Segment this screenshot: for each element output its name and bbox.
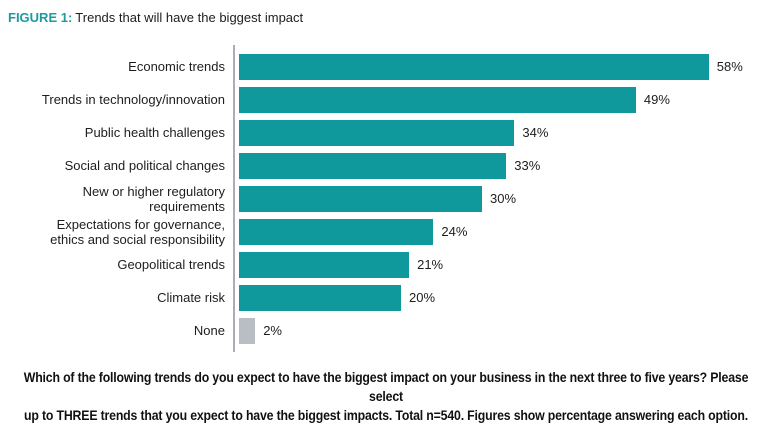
chart-row: Geopolitical trends 21%: [0, 248, 771, 281]
chart-row: New or higher regulatory requirements 30…: [0, 182, 771, 215]
bar: [239, 317, 256, 344]
chart-row: Economic trends 58%: [0, 50, 771, 83]
bar: [239, 152, 507, 179]
bar: [239, 284, 401, 311]
value-label: 34%: [522, 125, 549, 140]
bar-area: 33%: [233, 152, 771, 179]
category-label: Social and political changes: [64, 158, 225, 173]
bar-area: 49%: [233, 86, 771, 113]
category-label: Geopolitical trends: [117, 257, 225, 272]
bar-area: 21%: [233, 251, 771, 278]
bar-area: 2%: [233, 317, 771, 344]
chart-row: None 2%: [0, 314, 771, 347]
bar-area: 20%: [233, 284, 771, 311]
category-label: None: [193, 323, 225, 338]
value-label: 30%: [490, 191, 517, 206]
category-label: Climate risk: [157, 290, 225, 305]
bar: [239, 218, 434, 245]
chart-row: Public health challenges 34%: [0, 116, 771, 149]
value-label: 2%: [263, 323, 282, 338]
figure-label: FIGURE 1:: [8, 10, 73, 25]
value-label: 21%: [417, 257, 444, 272]
bar: [239, 119, 515, 146]
bar: [239, 86, 636, 113]
figure-title-text: Trends that will have the biggest impact: [75, 10, 304, 25]
bar: [239, 251, 410, 278]
bar-area: 58%: [233, 53, 771, 80]
value-label: 33%: [514, 158, 541, 173]
chart-rows: Economic trends 58% Trends in technology…: [0, 50, 771, 347]
bar-area: 30%: [233, 185, 771, 212]
category-label: Expectations for governance, ethics and …: [50, 216, 225, 247]
chart-row: Expectations for governance, ethics and …: [0, 215, 771, 248]
value-label: 20%: [409, 290, 436, 305]
chart-row: Social and political changes 33%: [0, 149, 771, 182]
bar: [239, 53, 709, 80]
value-label: 49%: [643, 92, 670, 107]
bar: [239, 185, 482, 212]
y-axis-line: [233, 45, 235, 352]
category-label: Trends in technology/innovation: [41, 92, 225, 107]
chart-row: Climate risk 20%: [0, 281, 771, 314]
value-label: 24%: [441, 224, 468, 239]
category-label: New or higher regulatory requirements: [82, 183, 225, 214]
figure-title: FIGURE 1: Trends that will have the bigge…: [8, 10, 303, 25]
bar-area: 24%: [233, 218, 771, 245]
category-label: Economic trends: [128, 59, 225, 74]
bar-chart: Economic trends 58% Trends in technology…: [0, 45, 771, 352]
value-label: 58%: [716, 59, 743, 74]
category-label: Public health challenges: [84, 125, 225, 140]
survey-question-caption: Which of the following trends do you exp…: [23, 369, 748, 423]
chart-row: Trends in technology/innovation 49%: [0, 83, 771, 116]
bar-area: 34%: [233, 119, 771, 146]
